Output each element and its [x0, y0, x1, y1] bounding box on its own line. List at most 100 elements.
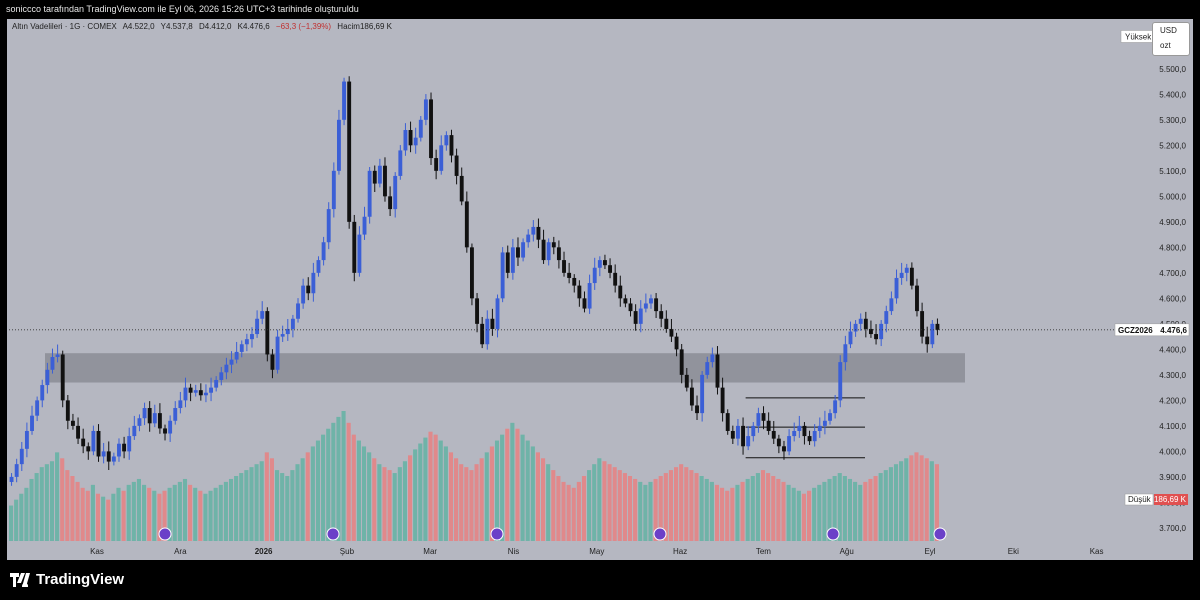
volume-bar [489, 446, 494, 541]
volume-bar [121, 490, 126, 541]
candle-body [132, 425, 137, 437]
candle-body [556, 247, 561, 261]
candle-body [884, 311, 889, 324]
candle-body [572, 277, 577, 286]
low-value-box [1154, 494, 1188, 505]
volume-bar [837, 473, 842, 541]
candle-body [904, 267, 909, 273]
volume-bar [919, 455, 924, 541]
candle-body [833, 400, 838, 414]
currency-unit: ozt [1160, 41, 1171, 50]
candle-body [40, 385, 45, 401]
candle-body [669, 328, 674, 337]
volume-bar [684, 467, 689, 541]
volume-bar [413, 449, 418, 541]
x-tick-label: Eyl [924, 547, 935, 556]
candle-body [797, 425, 802, 431]
y-tick-label: 5.300,0 [1159, 116, 1186, 125]
candle-body [163, 428, 167, 434]
candle-body [306, 285, 311, 294]
candle-body [725, 413, 730, 431]
chart-pane[interactable] [7, 19, 1117, 541]
volume-value: Hacim186,69 K [337, 22, 392, 31]
candle-body [899, 272, 904, 278]
y-tick-label: 4.800,0 [1159, 243, 1186, 252]
volume-bar [581, 476, 587, 541]
volume-bar [203, 493, 208, 541]
volume-bar [801, 493, 806, 541]
candle-body [715, 354, 720, 388]
volume-bar [730, 487, 735, 541]
volume-bar [546, 464, 551, 541]
candle-body [96, 430, 101, 457]
y-tick-label: 4.600,0 [1159, 294, 1186, 303]
volume-bar [239, 473, 244, 541]
symbol-name[interactable]: Altın Vadelileri · 1G · COMEX [12, 22, 117, 31]
volume-bar [771, 476, 776, 541]
volume-bar [44, 464, 49, 541]
candle-body [86, 446, 91, 452]
volume-bar [361, 446, 367, 541]
volume-bar [39, 467, 44, 541]
candle-body [817, 425, 822, 431]
currency-unit-selector[interactable]: USD ozt [1152, 22, 1190, 56]
volume-bar [95, 493, 101, 541]
volume-bar [9, 505, 14, 541]
volume-bar [443, 446, 448, 541]
volume-bar [934, 464, 939, 541]
candle-body [868, 328, 873, 335]
candle-body [516, 247, 520, 258]
volume-bar [106, 499, 111, 541]
volume-bar [827, 478, 832, 541]
symbol-label-box [1114, 323, 1190, 337]
volume-bar [408, 455, 413, 541]
candle-body [429, 99, 433, 159]
price-scale[interactable] [1117, 19, 1193, 541]
volume-bar [807, 490, 812, 541]
volume-bar [750, 476, 755, 541]
event-marker-icon [326, 527, 340, 541]
candle-body [9, 476, 14, 482]
candle-body [562, 260, 566, 273]
volume-bar [627, 476, 633, 541]
volume-bar [213, 487, 218, 541]
y-tick-label: 4.100,0 [1159, 422, 1186, 431]
candle-body [260, 311, 265, 319]
volume-bar [454, 458, 459, 541]
candle-body [388, 196, 393, 210]
candle-body [863, 318, 868, 329]
volume-bar [525, 440, 530, 541]
tradingview-logo[interactable]: TradingView [10, 571, 124, 588]
candle-body [418, 119, 423, 138]
candle-body [925, 336, 930, 345]
candle-body [618, 285, 623, 299]
candle-body [209, 387, 214, 393]
candle-body [720, 387, 725, 414]
volume-bar [766, 473, 771, 541]
volume-bar [223, 481, 228, 541]
candlestick-chart[interactable]: 5.600,05.500,05.400,05.300,05.200,05.100… [0, 0, 1200, 560]
currency-code: USD [1160, 26, 1177, 35]
volume-bar [929, 461, 934, 541]
candle-body [792, 430, 797, 437]
time-scale[interactable] [7, 541, 1193, 560]
candle-body [879, 323, 884, 340]
candle-body [377, 165, 382, 184]
volume-bar [658, 476, 663, 541]
candle-body [383, 165, 387, 197]
volume-bar [868, 478, 873, 541]
volume-bar [152, 490, 157, 541]
candle-body [311, 272, 316, 294]
candle-body [838, 362, 843, 401]
y-tick-label: 4.400,0 [1159, 345, 1186, 354]
candle-body [173, 408, 178, 421]
volume-bar [55, 452, 60, 541]
candle-body [828, 413, 832, 421]
volume-bar [331, 422, 336, 541]
symbol-legend[interactable]: Altın Vadelileri · 1G · COMEX A4.522,0 Y… [12, 22, 396, 31]
candle-body [403, 130, 408, 151]
candle-body [654, 298, 659, 312]
volume-bar [310, 446, 315, 541]
candle-body [280, 334, 285, 337]
candle-body [449, 135, 454, 156]
